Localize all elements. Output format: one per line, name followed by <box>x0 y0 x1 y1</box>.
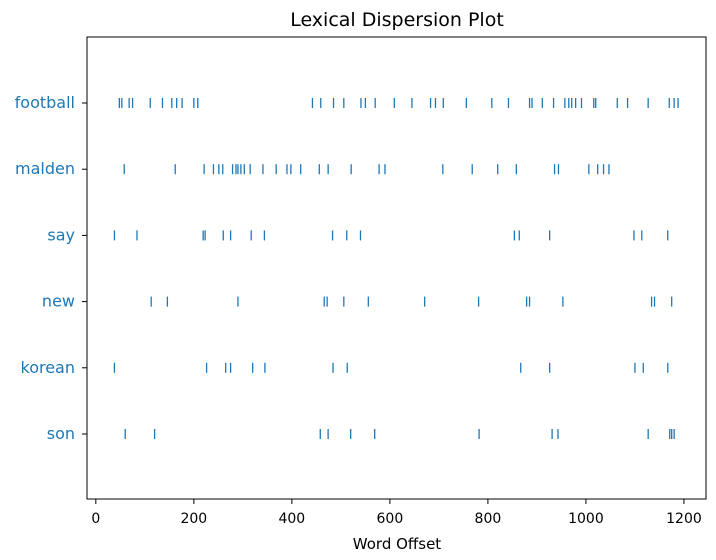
word-label-korean: korean <box>21 358 76 377</box>
word-label-new: new <box>42 292 75 311</box>
x-tick-label: 600 <box>377 511 404 527</box>
chart-title: Lexical Dispersion Plot <box>290 9 504 31</box>
x-tick-label: 0 <box>91 511 100 527</box>
plot-frame <box>86 36 707 500</box>
x-axis: 0 200 400 600 800 1000 1200 <box>91 499 702 527</box>
x-axis-label: Word Offset <box>353 535 442 553</box>
word-label-malden: malden <box>15 159 75 178</box>
x-tick-label: 400 <box>278 511 305 527</box>
x-tick-label: 1200 <box>666 511 702 527</box>
word-label-football: football <box>15 93 75 112</box>
x-tick-label: 1000 <box>568 511 604 527</box>
word-label-say: say <box>47 225 75 244</box>
word-label-son: son <box>47 424 75 443</box>
x-tick-label: 800 <box>475 511 502 527</box>
y-axis-labels: football malden say new korean son <box>15 93 87 443</box>
x-tick-label: 200 <box>180 511 207 527</box>
plot-marks <box>113 98 679 439</box>
